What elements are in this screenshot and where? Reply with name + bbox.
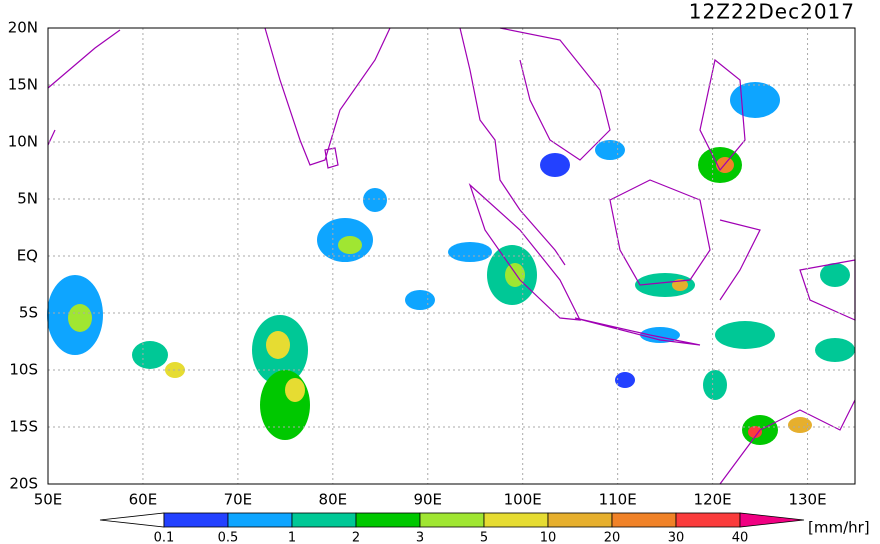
lon-label: 110E bbox=[599, 491, 637, 509]
lon-label: 80E bbox=[319, 491, 348, 509]
colorbar-label: 5 bbox=[480, 531, 488, 544]
lon-label: 100E bbox=[504, 491, 542, 509]
lon-label: 70E bbox=[224, 491, 253, 509]
map-frame bbox=[47, 27, 856, 485]
grid bbox=[48, 28, 855, 484]
lat-label: 10N bbox=[8, 133, 38, 151]
colorbar-box bbox=[483, 512, 549, 528]
colorbar-label: 20 bbox=[604, 531, 621, 544]
map-title: 12Z22Dec2017 bbox=[689, 0, 855, 24]
colorbar-label: 0.5 bbox=[218, 531, 239, 544]
lon-label: 130E bbox=[788, 491, 826, 509]
colorbar-arrow bbox=[99, 512, 165, 528]
colorbar-label: 10 bbox=[540, 531, 557, 544]
colorbar-label: 0.1 bbox=[154, 531, 175, 544]
colorbar-label: 1 bbox=[288, 531, 296, 544]
lat-label: 5N bbox=[17, 190, 38, 208]
lat-label: 15S bbox=[9, 418, 38, 436]
colorbar-unit: [mm/hr] bbox=[808, 519, 870, 537]
colorbar-box bbox=[163, 512, 229, 528]
colorbar-label: 2 bbox=[352, 531, 360, 544]
lat-label: 10S bbox=[9, 361, 38, 379]
lat-label: 20N bbox=[8, 19, 38, 37]
lon-label: 60E bbox=[129, 491, 158, 509]
lon-label: 90E bbox=[413, 491, 442, 509]
colorbar-box bbox=[355, 512, 421, 528]
colorbar-arrow bbox=[739, 512, 805, 528]
colorbar-label: 3 bbox=[416, 531, 424, 544]
colorbar-box bbox=[419, 512, 485, 528]
lat-label: EQ bbox=[17, 247, 38, 265]
colorbar-label: 30 bbox=[668, 531, 685, 544]
colorbar-box bbox=[611, 512, 677, 528]
colorbar-label: 40 bbox=[732, 531, 749, 544]
rain-areas bbox=[47, 82, 855, 445]
colorbar-box bbox=[675, 512, 741, 528]
colorbar-box bbox=[227, 512, 293, 528]
lat-label: 20S bbox=[9, 475, 38, 493]
lat-label: 15N bbox=[8, 76, 38, 94]
lon-label: 120E bbox=[694, 491, 732, 509]
lon-label: 50E bbox=[34, 491, 63, 509]
colorbar-box bbox=[547, 512, 613, 528]
colorbar-box bbox=[291, 512, 357, 528]
lat-label: 5S bbox=[19, 304, 38, 322]
